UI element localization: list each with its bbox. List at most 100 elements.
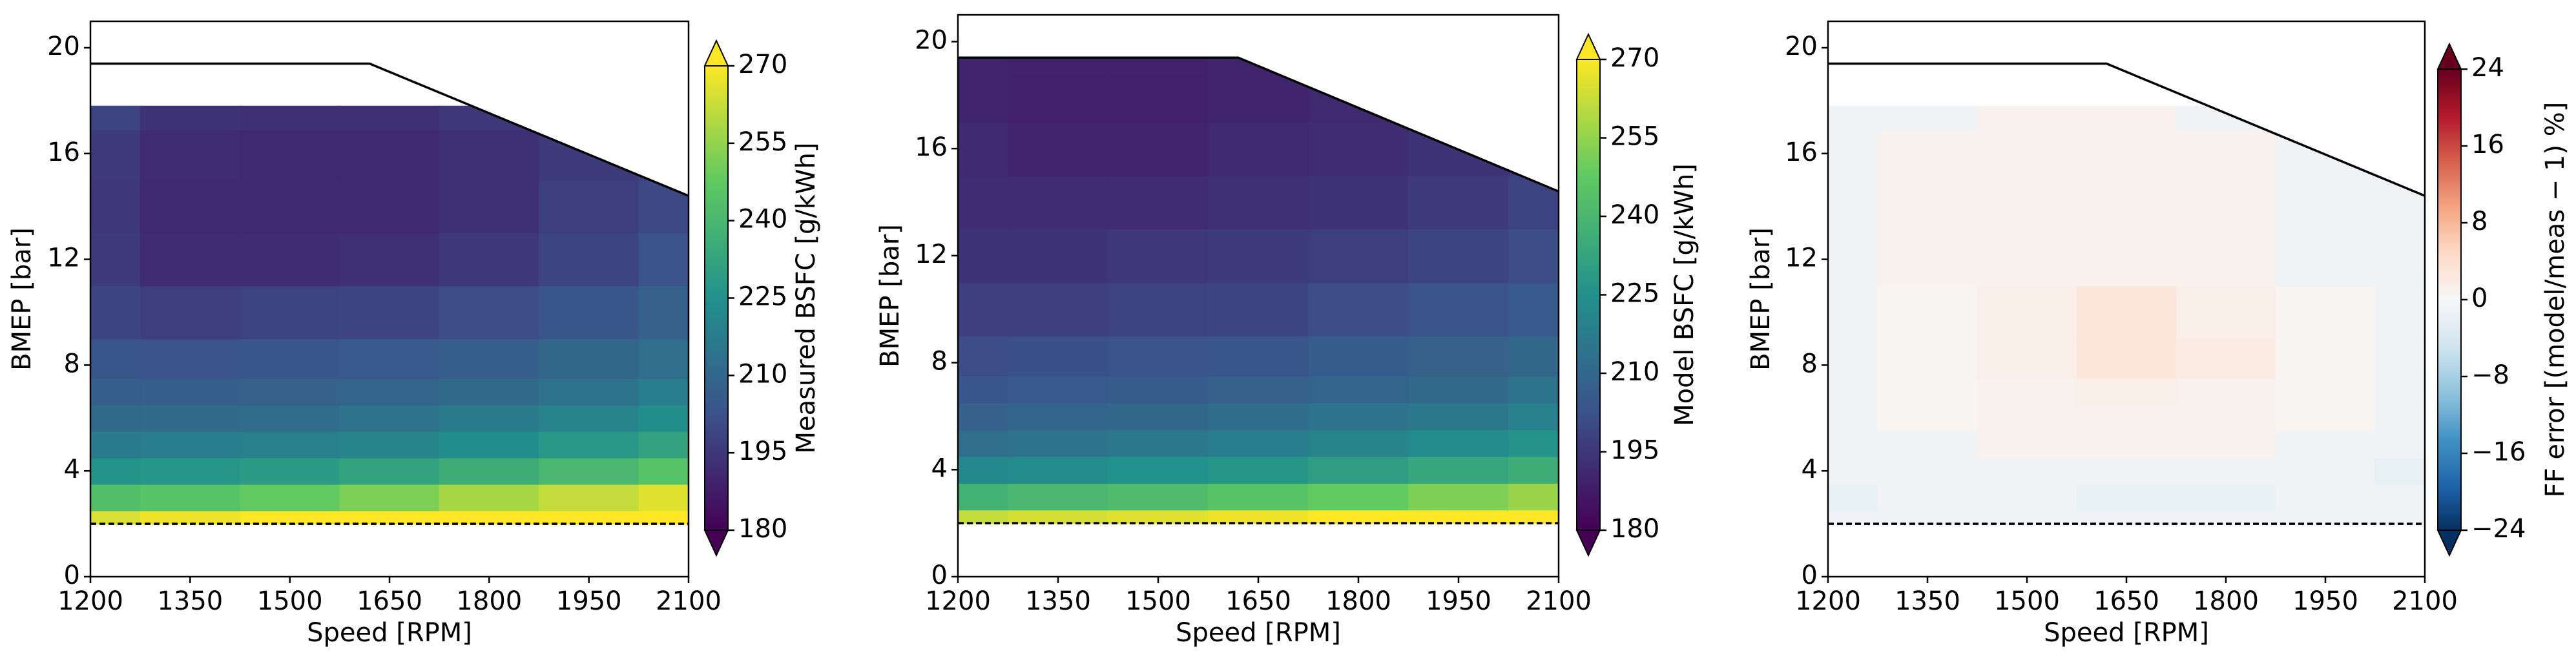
contour-cell bbox=[1308, 121, 1409, 176]
panel: 1200 1350 1500 1650 1800 1950 2100 0 4 8 12 16 20 Spe… bbox=[875, 14, 1699, 648]
contour-cell bbox=[2374, 484, 2425, 511]
contour-cell bbox=[958, 282, 1009, 337]
contour-cell bbox=[90, 510, 141, 524]
contour-cell bbox=[1008, 175, 1109, 230]
contour-cell bbox=[1208, 402, 1309, 431]
contour-cell bbox=[1408, 402, 1510, 431]
colorbar-tick-label: 225 bbox=[738, 282, 787, 312]
colorbar-tick-label: 195 bbox=[738, 437, 787, 466]
contour-cell bbox=[958, 429, 1009, 457]
x-tick-label: 1950 bbox=[556, 586, 622, 616]
contour-cell bbox=[1828, 180, 1878, 234]
contour-cell bbox=[1008, 510, 1109, 524]
contour-cell bbox=[1208, 429, 1309, 457]
contour-cell bbox=[140, 232, 241, 287]
boundary-line bbox=[1828, 62, 2425, 197]
contour-cell bbox=[140, 105, 241, 130]
contour-cell bbox=[1208, 121, 1309, 176]
contour-cell bbox=[1877, 338, 1978, 379]
contour-cell bbox=[2076, 180, 2177, 234]
contour-cell bbox=[240, 431, 340, 459]
contour-cell bbox=[1108, 57, 1209, 77]
x-tick-label: 2100 bbox=[656, 586, 722, 616]
contour-cell bbox=[2176, 404, 2276, 432]
contour-cell bbox=[958, 229, 1009, 284]
contour-cell bbox=[240, 338, 340, 379]
contour-cell bbox=[1877, 457, 1978, 485]
contour-cell bbox=[1108, 175, 1209, 230]
contour-cell bbox=[240, 404, 340, 432]
contour-cell bbox=[1877, 510, 1978, 524]
contour-cell bbox=[638, 232, 689, 287]
colorbar-tick-label: 240 bbox=[1610, 200, 1659, 230]
contour-cell bbox=[1408, 282, 1510, 337]
contour-cell bbox=[1208, 175, 1309, 230]
contour-cell bbox=[1308, 402, 1409, 431]
x-tick-label: 1650 bbox=[357, 586, 422, 616]
contour-cell bbox=[1508, 229, 1559, 284]
x-tick-label: 1950 bbox=[2292, 586, 2358, 616]
contour-cell bbox=[1877, 105, 1978, 130]
x-tick-label: 1200 bbox=[1795, 586, 1861, 616]
contour-cell bbox=[2076, 510, 2177, 524]
contour-cell bbox=[1508, 57, 1559, 77]
y-tick-label: 16 bbox=[1785, 138, 1818, 167]
contour-cell bbox=[1877, 180, 1978, 234]
contour-cell bbox=[2176, 338, 2276, 379]
contour-cell bbox=[2374, 510, 2425, 524]
contour-cell bbox=[1008, 375, 1109, 404]
contour-cell bbox=[539, 431, 639, 459]
contour-cell bbox=[1877, 404, 1978, 432]
contour-cell bbox=[1208, 76, 1309, 123]
contour-cell bbox=[1008, 282, 1109, 337]
colorbar bbox=[2437, 68, 2462, 531]
y-tick-label: 16 bbox=[915, 132, 948, 162]
contour-cell bbox=[1108, 76, 1209, 123]
contour-cell bbox=[339, 129, 441, 181]
contour-cell bbox=[1308, 229, 1409, 284]
contour-cell bbox=[1877, 378, 1978, 406]
contour-cell bbox=[2176, 484, 2276, 511]
y-tick-label: 12 bbox=[915, 240, 948, 269]
contour-cell bbox=[1008, 57, 1109, 77]
contour-cell bbox=[1408, 456, 1510, 484]
contour-cell bbox=[1408, 175, 1510, 230]
contour-cell bbox=[90, 484, 141, 511]
contour-cell bbox=[439, 457, 540, 485]
contour-cell bbox=[439, 285, 540, 340]
contour-fill bbox=[90, 105, 689, 524]
contour-cell bbox=[1508, 482, 1559, 511]
contour-cell bbox=[1828, 285, 1878, 340]
contour-cell bbox=[2275, 484, 2376, 511]
contour-cell bbox=[1108, 456, 1209, 484]
contour-cell bbox=[339, 232, 441, 287]
contour-cell bbox=[1408, 510, 1510, 524]
x-tick-label: 1350 bbox=[1025, 586, 1091, 616]
contour-cell bbox=[1008, 482, 1109, 511]
contour-cell bbox=[90, 129, 141, 181]
contour-cell bbox=[638, 404, 689, 432]
contour-cell bbox=[958, 510, 1009, 524]
contour-cell bbox=[1308, 375, 1409, 404]
contour-cell bbox=[638, 105, 689, 130]
contour-fill bbox=[1828, 105, 2425, 524]
contour-cell bbox=[1308, 482, 1409, 511]
contour-cell bbox=[2176, 457, 2276, 485]
contour-cell bbox=[1408, 57, 1510, 77]
contour-cell bbox=[1008, 402, 1109, 431]
contour-cell bbox=[1508, 456, 1559, 484]
colorbar-label: Model BSFC [g/kWh] bbox=[1670, 163, 1699, 426]
contour-cell bbox=[90, 338, 141, 379]
colorbar-tick-label: −8 bbox=[2471, 360, 2509, 390]
contour-cell bbox=[1008, 429, 1109, 457]
contour-cell bbox=[1977, 232, 2077, 287]
contour-cell bbox=[240, 105, 340, 130]
contour-cell bbox=[90, 404, 141, 432]
contour-cell bbox=[958, 57, 1009, 77]
contour-cell bbox=[539, 180, 639, 234]
contour-cell bbox=[1828, 105, 1878, 130]
contour-cell bbox=[2076, 129, 2177, 181]
colorbar-extend-top bbox=[1575, 32, 1601, 60]
colorbar bbox=[1576, 59, 1601, 531]
